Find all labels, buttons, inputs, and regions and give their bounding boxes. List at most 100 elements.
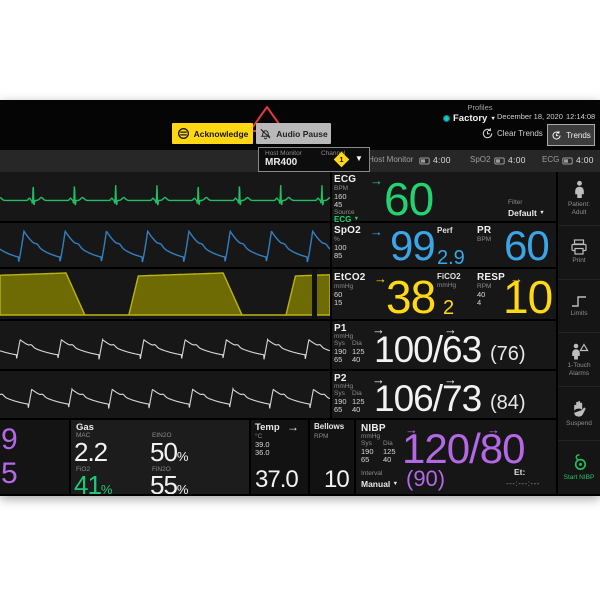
p2-value: 106/73 bbox=[374, 378, 482, 419]
sweep-bar bbox=[312, 269, 317, 319]
fico2-label: FiCO2 bbox=[437, 272, 461, 281]
ecg-source-label: Source bbox=[334, 209, 355, 216]
chevron-down-icon: ▼ bbox=[353, 216, 360, 222]
bellows-value: 10 bbox=[324, 466, 350, 493]
profile-selector[interactable]: Factory ▼ bbox=[443, 113, 496, 124]
date-label: December 18, 2020 bbox=[497, 112, 563, 121]
acknowledge-button[interactable]: Acknowledge bbox=[172, 123, 253, 144]
nibp-dia-label: Dia bbox=[383, 440, 393, 447]
chevron-down-icon: ▼ bbox=[355, 154, 363, 163]
host-monitor-selector[interactable]: Host Monitor Channel MR400 1 ▼ bbox=[258, 147, 370, 172]
timer-spo2-value: 4:00 bbox=[508, 155, 526, 165]
timer-host-label: Host Monitor bbox=[368, 155, 414, 164]
temp-tile[interactable]: Temp → °C 39.0 36.0 37.0 bbox=[251, 420, 308, 494]
clear-trends-icon bbox=[482, 128, 493, 139]
nibp-mean-value: (90) bbox=[406, 466, 446, 491]
sidebar-item-start-nibp[interactable]: Start NIBP bbox=[558, 440, 600, 494]
spo2-numeric-tile[interactable]: SpO2 → % 100 85 99 Perf 2.9 PR BPM 60 bbox=[332, 222, 556, 269]
nibp-sys-low: 65 bbox=[361, 455, 370, 464]
nibp-tile[interactable]: NIBP mmHg Sys Dia 190 125 65 40 → → 120/… bbox=[356, 420, 556, 494]
filter-selector[interactable]: Default ▼ bbox=[508, 208, 545, 218]
time-label: 12:14:08 bbox=[566, 112, 596, 121]
nibp-et-label: Et: bbox=[514, 467, 526, 477]
pr-value: 60 bbox=[504, 222, 550, 269]
audio-pause-label: Audio Pause bbox=[276, 128, 328, 139]
pr-unit: BPM bbox=[477, 236, 492, 243]
ecg-trend-arrow-icon: → bbox=[370, 173, 383, 188]
spo2-trend-arrow-icon: → bbox=[370, 224, 383, 239]
p1-numeric-tile[interactable]: P1 mmHg Sys Dia 190 125 65 40 → → 100/63… bbox=[332, 321, 556, 369]
ecg-label: ECG bbox=[334, 174, 357, 185]
mac-label: MAC bbox=[76, 432, 91, 439]
fin2o-label: FiN2O bbox=[152, 466, 171, 473]
interval-selector[interactable]: Manual ▼ bbox=[361, 479, 399, 489]
spo2-limit-low: 85 bbox=[334, 251, 343, 260]
chevron-down-icon: ▼ bbox=[539, 210, 545, 216]
spo2-label: SpO2 bbox=[334, 225, 361, 236]
audio-pause-button[interactable]: Audio Pause bbox=[256, 123, 331, 144]
channel-number-badge: 1 bbox=[333, 151, 350, 168]
sidebar-item-suspend[interactable]: Suspend bbox=[558, 386, 600, 440]
p2-dia-high: 125 bbox=[352, 397, 365, 406]
p1-sys-trend-arrow-icon: → bbox=[372, 322, 385, 337]
p1-sys-label: Sys bbox=[334, 340, 345, 347]
trends-button[interactable]: Trends bbox=[547, 124, 595, 146]
top-alarm-bar: Acknowledge Audio Pause Profiles Factory… bbox=[0, 100, 600, 150]
acknowledge-label: Acknowledge bbox=[193, 128, 249, 139]
host-monitor-value: MR400 bbox=[265, 157, 298, 168]
etco2-label: EtCO2 bbox=[334, 272, 366, 283]
resp-limit-low: 4 bbox=[477, 298, 482, 307]
sidebar-item-limits[interactable]: Limits bbox=[558, 278, 600, 333]
spo2-limit-high: 100 bbox=[334, 243, 347, 252]
pr-label: PR bbox=[477, 225, 492, 236]
etco2-numeric-tile[interactable]: EtCO2 → mmHg 60 15 38 FiCO2 mmHg 2 RESP … bbox=[332, 269, 556, 320]
nibp-label: NIBP bbox=[361, 423, 386, 434]
etco2-unit: mmHg bbox=[334, 283, 354, 290]
timer-ecg-label: ECG bbox=[542, 155, 560, 164]
p1-sys-low: 65 bbox=[334, 355, 343, 364]
patient-icon bbox=[574, 180, 584, 198]
p2-mean-value: (84) bbox=[490, 392, 526, 414]
temp-value: 37.0 bbox=[255, 466, 299, 493]
nibp-dia-high: 125 bbox=[383, 447, 396, 456]
bellows-tile[interactable]: Bellows RPM 10 bbox=[310, 420, 354, 494]
p2-dia-label: Dia bbox=[352, 390, 362, 397]
p1-waveform bbox=[0, 337, 331, 360]
spo2-unit: % bbox=[334, 236, 340, 243]
p2-numeric-tile[interactable]: P2 mmHg Sys Dia 190 125 65 40 → → 106/73… bbox=[332, 371, 556, 418]
sidebar-item-patient[interactable]: Patient: Adult bbox=[558, 172, 600, 225]
p1-label: P1 bbox=[334, 323, 347, 334]
acknowledge-icon bbox=[177, 128, 189, 139]
timer-spo2-label: SpO2 bbox=[470, 155, 491, 164]
clear-trends-button[interactable]: Clear Trends bbox=[481, 127, 543, 140]
p2-waveform bbox=[0, 386, 331, 409]
chevron-down-icon: ▼ bbox=[392, 481, 399, 487]
p2-dia-trend-arrow-icon: → bbox=[444, 372, 457, 387]
one-touch-alarms-icon bbox=[572, 343, 589, 360]
gas-tile[interactable]: Gas MAC 2.2 EtN2O 50% FiO2 41% FiN2O 55% bbox=[71, 420, 249, 494]
ecg-waveform-row bbox=[0, 172, 331, 221]
p1-dia-trend-arrow-icon: → bbox=[444, 322, 457, 337]
audio-pause-icon bbox=[260, 128, 271, 140]
p1-waveform-row bbox=[0, 321, 331, 369]
etco2-limit-low: 15 bbox=[334, 298, 343, 307]
profile-dot-icon bbox=[443, 115, 450, 122]
pleth-waveform-row bbox=[0, 223, 331, 267]
ecg-numeric-tile[interactable]: ECG → BPM 160 45 Source ECG ▼ 60 Filter … bbox=[332, 172, 556, 224]
etn2o-value: 50% bbox=[150, 437, 188, 467]
profiles-label: Profiles bbox=[467, 103, 493, 112]
sidebar-item-print[interactable]: Print bbox=[558, 224, 600, 279]
ecg-source-selector[interactable]: ECG ▼ bbox=[334, 215, 360, 224]
patient-monitor: Acknowledge Audio Pause Profiles Factory… bbox=[0, 100, 600, 496]
etn2o-label: EtN2O bbox=[152, 432, 172, 439]
timer-ecg-value: 4:00 bbox=[576, 155, 594, 165]
nibp-unit: mmHg bbox=[361, 433, 381, 440]
print-icon bbox=[571, 239, 587, 255]
p2-dia-low: 40 bbox=[352, 405, 361, 414]
fico2-value: 2 bbox=[443, 297, 455, 319]
nibp-sys-label: Sys bbox=[361, 440, 372, 447]
p2-unit: mmHg bbox=[334, 383, 354, 390]
fio2-value: 41% bbox=[74, 470, 112, 494]
sidebar-item-one-touch-alarms[interactable]: 1-Touch Alarms bbox=[558, 332, 600, 386]
